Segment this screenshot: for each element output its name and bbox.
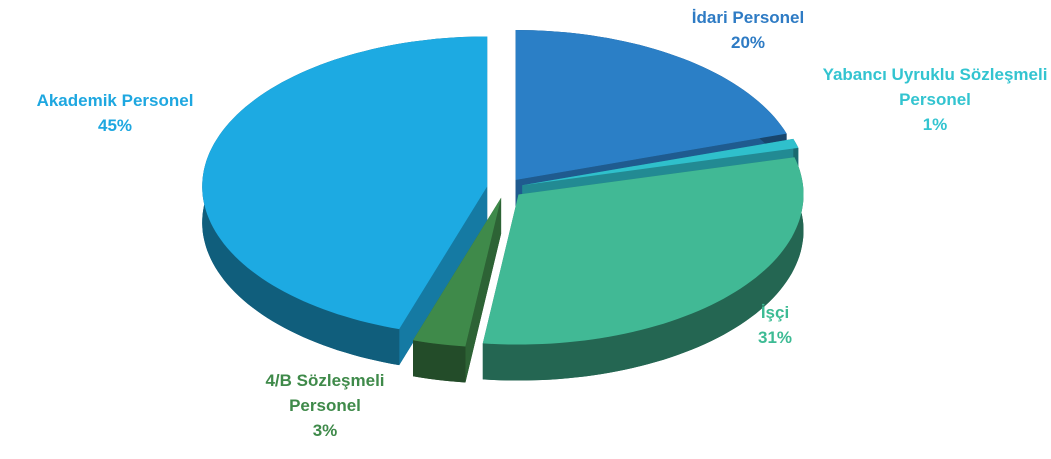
pie-slice — [413, 197, 502, 383]
slice-top — [522, 138, 799, 186]
value-label: 45% — [97, 116, 133, 135]
value-label: 3% — [312, 421, 338, 440]
slice-label: Yabancı Uyruklu Sözleşmeli Personel 1% — [820, 62, 1050, 137]
category-label: Yabancı Uyruklu Sözleşmeli Personel — [822, 65, 1048, 109]
slice-side — [399, 186, 488, 366]
slice-label: İşçi 31% — [735, 300, 815, 350]
slice-top — [413, 197, 502, 347]
value-label: 20% — [730, 33, 766, 52]
slice-top — [202, 36, 488, 330]
slice-wall — [413, 340, 466, 383]
slice-label: İdari Personel 20% — [648, 5, 848, 55]
pie-slice — [482, 157, 804, 381]
slice-label: 4/B Sözleşmeli Personel 3% — [235, 368, 415, 443]
slice-top — [482, 157, 804, 345]
pie-slice — [202, 36, 488, 366]
category-label: Akademik Personel — [36, 91, 194, 110]
slice-wall — [482, 157, 804, 381]
value-label: 1% — [922, 115, 948, 134]
category-label: İdari Personel — [691, 8, 805, 27]
value-label: 31% — [757, 328, 793, 347]
category-label: 4/B Sözleşmeli Personel — [265, 371, 385, 415]
category-label: İşçi — [760, 303, 790, 322]
slice-label: Akademik Personel 45% — [0, 88, 245, 138]
slice-top — [515, 30, 787, 180]
